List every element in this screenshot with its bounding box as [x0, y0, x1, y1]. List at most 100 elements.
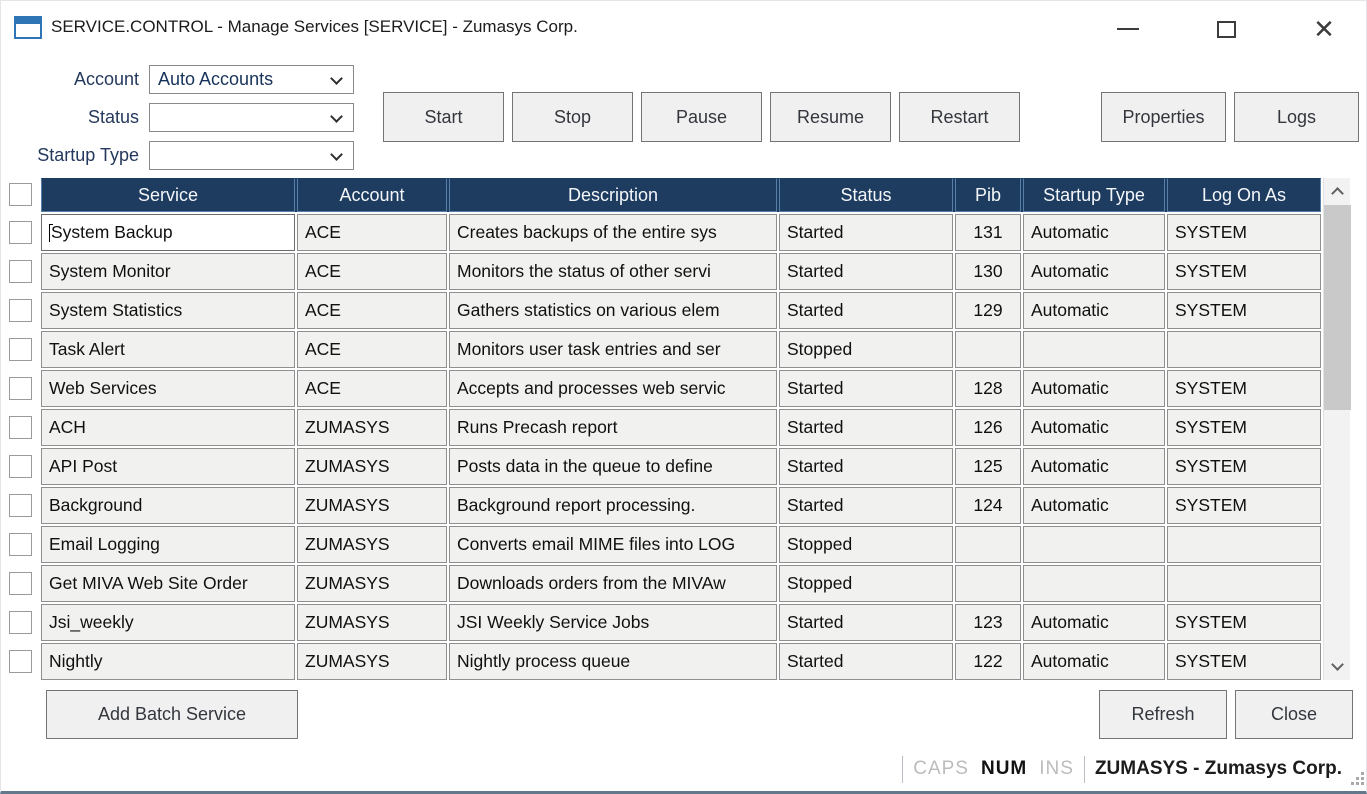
cell-pib[interactable]: 126 — [955, 409, 1021, 446]
cell-status[interactable]: Started — [779, 487, 953, 524]
table-row[interactable]: Web Services ACE Accepts and processes web… — [41, 370, 1321, 407]
cell-description[interactable]: Background report processing. — [449, 487, 777, 524]
cell-service[interactable]: Get MIVA Web Site Order — [41, 565, 295, 602]
cell-startup-type[interactable]: Automatic — [1023, 253, 1165, 290]
row-checkbox[interactable] — [9, 455, 32, 478]
column-header-status[interactable]: Status — [779, 178, 953, 212]
cell-description[interactable]: Runs Precash report — [449, 409, 777, 446]
cell-log-on-as[interactable]: SYSTEM — [1167, 214, 1321, 251]
start-button[interactable]: Start — [383, 92, 504, 142]
cell-description[interactable]: Nightly process queue — [449, 643, 777, 680]
cell-status[interactable]: Stopped — [779, 331, 953, 368]
cell-account[interactable]: ZUMASYS — [297, 604, 447, 641]
column-header-account[interactable]: Account — [297, 178, 447, 212]
properties-button[interactable]: Properties — [1101, 92, 1226, 142]
minimize-button[interactable] — [1099, 9, 1157, 49]
cell-pib[interactable]: 131 — [955, 214, 1021, 251]
cell-description[interactable]: Monitors user task entries and ser — [449, 331, 777, 368]
cell-status[interactable]: Started — [779, 292, 953, 329]
table-row[interactable]: System Statistics ACE Gathers statistics o… — [41, 292, 1321, 329]
cell-startup-type[interactable] — [1023, 331, 1165, 368]
cell-status[interactable]: Started — [779, 370, 953, 407]
row-checkbox[interactable] — [9, 572, 32, 595]
cell-log-on-as[interactable]: SYSTEM — [1167, 253, 1321, 290]
stop-button[interactable]: Stop — [512, 92, 633, 142]
cell-service[interactable]: Nightly — [41, 643, 295, 680]
table-row[interactable]: Nightly ZUMASYS Nightly process queue Start… — [41, 643, 1321, 680]
cell-description[interactable]: Monitors the status of other servi — [449, 253, 777, 290]
add-batch-service-button[interactable]: Add Batch Service — [46, 690, 298, 739]
cell-account[interactable]: ACE — [297, 331, 447, 368]
cell-account[interactable]: ACE — [297, 292, 447, 329]
cell-status[interactable]: Stopped — [779, 565, 953, 602]
cell-log-on-as[interactable]: SYSTEM — [1167, 370, 1321, 407]
cell-startup-type[interactable] — [1023, 565, 1165, 602]
cell-startup-type[interactable]: Automatic — [1023, 604, 1165, 641]
row-checkbox[interactable] — [9, 533, 32, 556]
cell-account[interactable]: ZUMASYS — [297, 565, 447, 602]
table-row[interactable]: Jsi_weekly ZUMASYS JSI Weekly Service Jobs… — [41, 604, 1321, 641]
cell-pib[interactable]: 130 — [955, 253, 1021, 290]
cell-account[interactable]: ZUMASYS — [297, 487, 447, 524]
scroll-down-button[interactable] — [1324, 653, 1351, 680]
resume-button[interactable]: Resume — [770, 92, 891, 142]
table-row[interactable]: Background ZUMASYS Background report proce… — [41, 487, 1321, 524]
startup-type-select[interactable] — [149, 140, 354, 170]
cell-log-on-as[interactable] — [1167, 565, 1321, 602]
cell-account[interactable]: ACE — [297, 214, 447, 251]
cell-account[interactable]: ACE — [297, 370, 447, 407]
row-checkbox[interactable] — [9, 650, 32, 673]
cell-log-on-as[interactable]: SYSTEM — [1167, 448, 1321, 485]
cell-description[interactable]: Downloads orders from the MIVAw — [449, 565, 777, 602]
row-checkbox[interactable] — [9, 494, 32, 517]
row-checkbox[interactable] — [9, 221, 32, 244]
table-row[interactable]: Task Alert ACE Monitors user task entries … — [41, 331, 1321, 368]
cell-pib[interactable]: 129 — [955, 292, 1021, 329]
cell-description[interactable]: Gathers statistics on various elem — [449, 292, 777, 329]
cell-startup-type[interactable]: Automatic — [1023, 643, 1165, 680]
cell-status[interactable]: Started — [779, 448, 953, 485]
close-dialog-button[interactable]: Close — [1235, 690, 1353, 739]
table-row[interactable]: Get MIVA Web Site Order ZUMASYS Downloads … — [41, 565, 1321, 602]
cell-startup-type[interactable]: Automatic — [1023, 448, 1165, 485]
cell-pib[interactable]: 122 — [955, 643, 1021, 680]
cell-account[interactable]: ZUMASYS — [297, 526, 447, 563]
logs-button[interactable]: Logs — [1234, 92, 1359, 142]
cell-status[interactable]: Started — [779, 409, 953, 446]
cell-pib[interactable] — [955, 565, 1021, 602]
restart-button[interactable]: Restart — [899, 92, 1020, 142]
cell-status[interactable]: Stopped — [779, 526, 953, 563]
cell-service[interactable]: System Backup — [41, 214, 295, 251]
column-header-log-on-as[interactable]: Log On As — [1167, 178, 1321, 212]
select-all-checkbox[interactable] — [9, 183, 32, 206]
table-row[interactable]: System Backup ACE Creates backups of the e… — [41, 214, 1321, 251]
cell-log-on-as[interactable] — [1167, 526, 1321, 563]
cell-description[interactable]: Accepts and processes web servic — [449, 370, 777, 407]
column-header-service[interactable]: Service — [41, 178, 295, 212]
table-row[interactable]: Email Logging ZUMASYS Converts email MIME … — [41, 526, 1321, 563]
cell-service[interactable]: Jsi_weekly — [41, 604, 295, 641]
cell-status[interactable]: Started — [779, 643, 953, 680]
column-header-pib[interactable]: Pib — [955, 178, 1021, 212]
cell-log-on-as[interactable] — [1167, 331, 1321, 368]
cell-service[interactable]: Email Logging — [41, 526, 295, 563]
cell-account[interactable]: ZUMASYS — [297, 643, 447, 680]
cell-description[interactable]: Posts data in the queue to define — [449, 448, 777, 485]
status-select[interactable] — [149, 102, 354, 132]
cell-log-on-as[interactable]: SYSTEM — [1167, 604, 1321, 641]
cell-log-on-as[interactable]: SYSTEM — [1167, 643, 1321, 680]
cell-status[interactable]: Started — [779, 604, 953, 641]
row-checkbox[interactable] — [9, 299, 32, 322]
cell-startup-type[interactable] — [1023, 526, 1165, 563]
cell-startup-type[interactable]: Automatic — [1023, 487, 1165, 524]
cell-service[interactable]: API Post — [41, 448, 295, 485]
cell-log-on-as[interactable]: SYSTEM — [1167, 487, 1321, 524]
cell-service[interactable]: Web Services — [41, 370, 295, 407]
cell-startup-type[interactable]: Automatic — [1023, 370, 1165, 407]
row-checkbox[interactable] — [9, 338, 32, 361]
cell-description[interactable]: Converts email MIME files into LOG — [449, 526, 777, 563]
cell-service[interactable]: System Statistics — [41, 292, 295, 329]
cell-account[interactable]: ZUMASYS — [297, 448, 447, 485]
resize-grip-icon[interactable] — [1350, 771, 1364, 785]
cell-startup-type[interactable]: Automatic — [1023, 292, 1165, 329]
